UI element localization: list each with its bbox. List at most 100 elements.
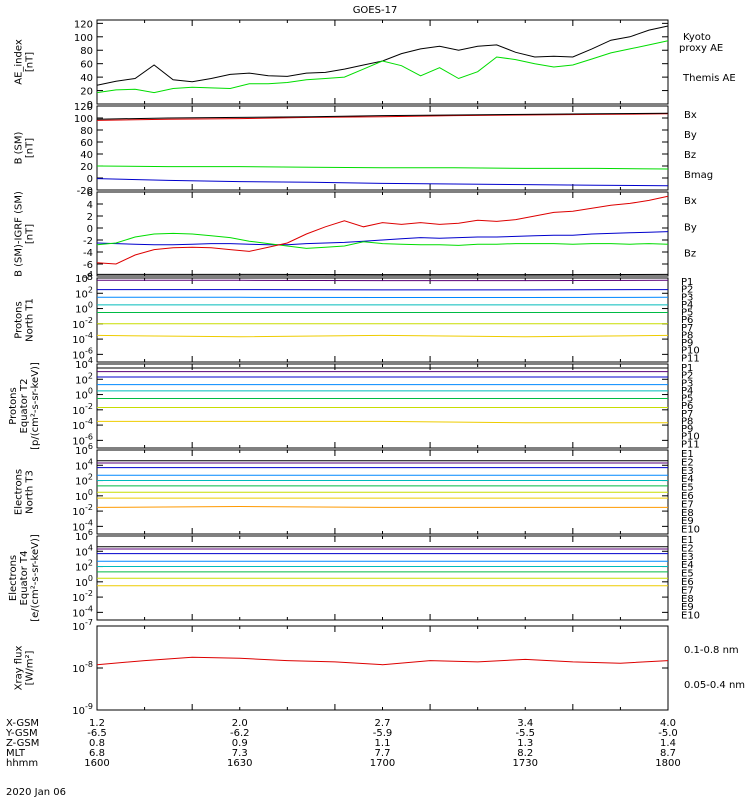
plot-title: GOES-17 [353,5,398,16]
legend-entry: E7 [681,499,694,510]
x-axis-row-label: MLT [6,748,26,759]
y-tick-label: 10-4 [72,417,93,432]
x-axis-value: 7.3 [232,748,248,759]
series-line-0-1-0-8-nm [96,656,669,666]
y-tick-label: 100 [74,33,93,44]
legend-entry: E4 [681,474,694,485]
x-axis-row-label: Z-GSM [6,738,39,749]
legend-entry: E6 [681,491,694,502]
x-axis-value: 6.8 [89,748,105,759]
legend-entry: P3 [681,378,693,389]
y-tick-label: 10-6 [72,346,93,361]
y-tick-label: 100 [75,387,93,402]
legend-entry: Bx [684,196,697,207]
x-axis-value: 1630 [227,758,252,769]
series-line-bx [96,231,669,246]
legend-entry: E1 [681,449,694,460]
legend-entry: P6 [681,401,693,412]
y-axis-label: Electrons [14,469,25,515]
y-tick-label: 20 [80,162,93,173]
legend-entry: 0.05-0.4 nm [684,680,745,691]
y-tick-label: 106 [75,528,93,543]
y-tick-label: 100 [75,574,93,589]
legend-entry: P8 [681,416,693,427]
y-tick-label: 10-2 [72,503,93,518]
y-axis-label: North T1 [25,298,36,342]
legend-entry: P6 [681,315,693,326]
x-axis-value: 0.9 [232,738,248,749]
y-tick-label: 104 [75,356,93,371]
y-axis-label: [W/m²] [25,650,36,685]
x-axis-value: -5.5 [515,728,535,739]
y-tick-label: 120 [74,19,93,30]
y-tick-label: 20 [80,87,93,98]
y-tick-label: 104 [75,457,93,472]
legend-entry: P10 [681,346,700,357]
x-axis-row-label: hhmm [6,758,38,769]
y-axis-label: Protons [8,387,19,424]
x-axis-value: 8.7 [660,748,676,759]
legend-entry: E2 [681,543,694,554]
legend-entry: Bmag [684,170,713,181]
x-axis-value: 1.3 [517,738,533,749]
series-line-bz [96,195,669,265]
legend-entry: P4 [681,300,693,311]
series-line-by [96,165,669,170]
legend-entry: E2 [681,457,694,468]
legend-entry: E4 [681,560,694,571]
series-line-bmag [96,112,669,120]
legend-entry: Bz [684,150,696,161]
y-axis-label: Protons [14,301,25,338]
panel-frame [96,277,669,363]
series-line-themis-ae [96,25,669,86]
y-tick-label: 40 [80,150,93,161]
legend-entry: P5 [681,308,693,319]
legend-entry: P1 [681,363,693,374]
y-axis-label: B (SM) [14,131,25,164]
y-tick-label: 80 [80,46,93,57]
y-tick-label: 100 [74,114,93,125]
x-axis-row-label: Y-GSM [5,728,38,739]
legend-entry: P4 [681,386,693,397]
series-line-p8 [96,334,669,338]
y-tick-label: 60 [80,60,93,71]
legend-entry: E8 [681,508,694,519]
y-tick-label: 102 [75,559,93,574]
legend-entry: E8 [681,594,694,605]
legend-entry: proxy AE [679,43,723,54]
legend-entry: 0.1-0.8 nm [684,645,739,656]
series-line-p8 [97,420,668,424]
y-tick-label: 10-2 [72,402,93,417]
series-line-bz [96,113,669,121]
x-axis-value: 1.2 [89,718,105,729]
y-tick-label: 106 [75,442,93,457]
legend-entry: Themis AE [682,73,736,84]
legend-entry: P7 [681,409,693,420]
legend-entry: E5 [681,569,694,580]
x-axis-value: 2.0 [232,718,248,729]
x-axis-value: 1.1 [375,738,391,749]
legend-entry: P1 [681,277,693,288]
y-tick-label: 40 [80,73,93,84]
y-tick-label: 100 [75,488,93,503]
legend-entry: Bz [684,249,696,260]
panel-xray: 10-7 10-8 10-9 Xray flux [W/m²] 0.1-0.8 nm 0.0… [14,618,746,717]
series-line-by [96,232,669,249]
y-tick-label: 10-2 [72,589,93,604]
x-axis-value: 8.2 [517,748,533,759]
legend-entry: P9 [681,338,693,349]
legend-entry: E3 [681,552,694,563]
y-tick-label: 2 [87,212,93,223]
legend-entry: P11 [681,439,700,450]
legend-entry: P11 [681,353,700,364]
series-line-e9 [96,505,668,508]
legend-entry: E5 [681,483,694,494]
y-tick-label: 10-2 [72,316,93,331]
y-axis-label: Electrons [8,555,19,601]
legend-entry: E10 [681,525,700,536]
y-axis-label: [nT] [25,52,36,72]
